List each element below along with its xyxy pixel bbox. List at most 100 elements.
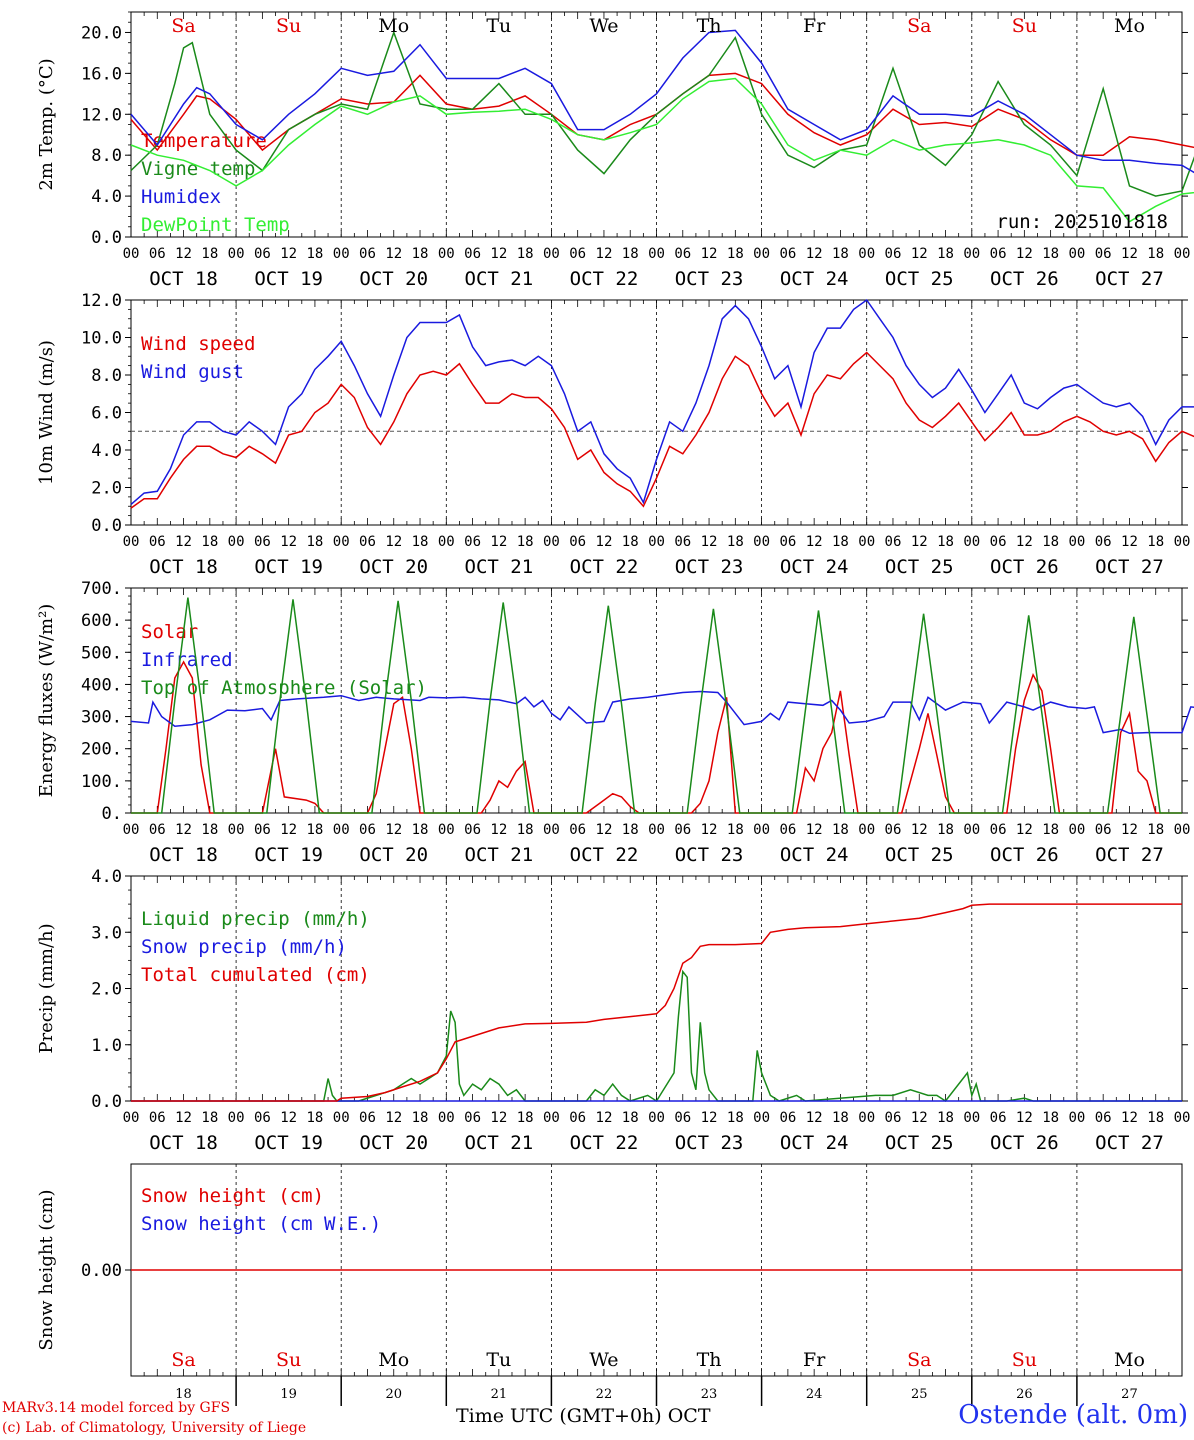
hour-tick-label: 00	[753, 1110, 770, 1126]
legend-entry: Temperature	[141, 130, 267, 152]
day-number: 19	[280, 1387, 297, 1402]
day-abbr: Su	[1012, 1349, 1037, 1371]
legend-entry: Wind speed	[141, 333, 255, 355]
hour-tick-label: 18	[1042, 246, 1059, 262]
hour-tick-label: 12	[911, 1110, 928, 1126]
hour-tick-label: 00	[543, 246, 560, 262]
legend-entry: Snow height (cm)	[141, 1185, 324, 1207]
hour-tick-label: 00	[1174, 822, 1191, 838]
hour-tick-label: 00	[123, 1110, 140, 1126]
date-label: OCT 20	[359, 556, 428, 578]
series-line-Wind speed	[130, 351, 1194, 509]
hour-tick-label: 12	[701, 246, 718, 262]
hour-tick-label: 06	[885, 1110, 902, 1126]
date-label: OCT 20	[359, 844, 428, 866]
hour-tick-label: 06	[254, 246, 271, 262]
y-tick-label: 0.00	[81, 1261, 122, 1281]
date-label: OCT 19	[254, 844, 323, 866]
hour-tick-label: 12	[806, 246, 823, 262]
hour-tick-label: 18	[727, 822, 744, 838]
hour-tick-label: 18	[832, 246, 849, 262]
hour-tick-label: 12	[911, 822, 928, 838]
hour-tick-label: 12	[1016, 1110, 1033, 1126]
hour-tick-label: 06	[779, 822, 796, 838]
series-line-DewPoint Temp	[130, 77, 1194, 223]
hour-tick-label: 18	[517, 822, 534, 838]
hour-tick-label: 00	[1174, 534, 1191, 550]
hour-tick-label: 06	[674, 822, 691, 838]
hour-tick-label: 12	[596, 1110, 613, 1126]
hour-tick-label: 00	[858, 246, 875, 262]
date-label: OCT 23	[675, 268, 744, 290]
hour-tick-label: 18	[1147, 534, 1164, 550]
legend-entry: Total cumulated (cm)	[141, 964, 370, 986]
hour-tick-label: 12	[911, 534, 928, 550]
date-label: OCT 24	[780, 844, 849, 866]
hour-tick-label: 06	[990, 534, 1007, 550]
hour-tick-label: 12	[701, 534, 718, 550]
series-line-Wind gust	[130, 298, 1194, 505]
day-number: 18	[175, 1387, 192, 1402]
hour-tick-label: 12	[1121, 246, 1138, 262]
hour-tick-label: 18	[622, 246, 639, 262]
date-label: OCT 21	[465, 556, 534, 578]
y-tick-label: 300.	[81, 708, 122, 728]
hour-tick-label: 00	[1174, 1110, 1191, 1126]
date-label: OCT 25	[885, 844, 954, 866]
hour-tick-label: 06	[885, 246, 902, 262]
y-tick-label: 4.0	[91, 441, 122, 461]
hour-tick-label: 12	[280, 246, 297, 262]
hour-tick-label: 18	[201, 246, 218, 262]
hour-tick-label: 18	[832, 1110, 849, 1126]
hour-tick-label: 18	[201, 534, 218, 550]
hour-tick-label: 00	[333, 246, 350, 262]
y-tick-label: 8.0	[91, 146, 122, 166]
hour-tick-label: 18	[832, 822, 849, 838]
day-abbr: Fr	[803, 15, 826, 37]
y-tick-label: 4.0	[91, 867, 122, 887]
hour-tick-label: 06	[149, 246, 166, 262]
hour-tick-label: 12	[596, 822, 613, 838]
day-abbr: Fr	[803, 1349, 826, 1371]
y-tick-label: 6.0	[91, 404, 122, 424]
day-number: 24	[806, 1387, 823, 1402]
y-axis-label-temperature: 2m Temp. (°C)	[36, 58, 57, 190]
y-tick-label: 0.	[102, 804, 122, 824]
hour-tick-label: 00	[228, 534, 245, 550]
hour-tick-label: 00	[963, 246, 980, 262]
hour-tick-label: 06	[359, 534, 376, 550]
x-axis-label: Time UTC (GMT+0h) OCT	[456, 1405, 711, 1427]
hour-tick-label: 06	[359, 1110, 376, 1126]
hour-tick-label: 00	[123, 534, 140, 550]
day-abbr: Su	[276, 15, 301, 37]
hour-tick-label: 12	[1016, 534, 1033, 550]
y-tick-label: 8.0	[91, 366, 122, 386]
y-axis-label-snow: Snow height (cm)	[36, 1189, 57, 1350]
hour-tick-label: 06	[569, 534, 586, 550]
day-abbr: Th	[697, 1349, 722, 1371]
y-tick-label: 500.	[81, 643, 122, 663]
hour-tick-label: 00	[963, 822, 980, 838]
y-axis-label-wind: 10m Wind (m/s)	[36, 340, 57, 485]
hour-tick-label: 00	[228, 1110, 245, 1126]
date-label: OCT 22	[570, 844, 639, 866]
series-line-Solar	[131, 660, 1182, 814]
series-line-Vigne temp	[130, 30, 1194, 197]
date-label: OCT 18	[149, 556, 218, 578]
day-abbr: Sa	[907, 1349, 931, 1371]
legend-entry: Humidex	[141, 186, 221, 208]
series-line-Infrared	[130, 690, 1194, 735]
day-abbr: Sa	[171, 15, 195, 37]
day-number: 23	[701, 1387, 718, 1402]
hour-tick-label: 06	[1095, 534, 1112, 550]
hour-tick-label: 00	[333, 534, 350, 550]
hour-tick-label: 18	[937, 534, 954, 550]
y-tick-label: 2.0	[91, 479, 122, 499]
hour-tick-label: 12	[385, 534, 402, 550]
y-tick-label: 10.0	[81, 329, 122, 349]
day-number: 26	[1016, 1387, 1033, 1402]
date-label: OCT 18	[149, 1132, 218, 1154]
hour-tick-label: 00	[1068, 1110, 1085, 1126]
hour-tick-label: 12	[701, 1110, 718, 1126]
credit-line-1: MARv3.14 model forced by GFS	[2, 1400, 231, 1416]
